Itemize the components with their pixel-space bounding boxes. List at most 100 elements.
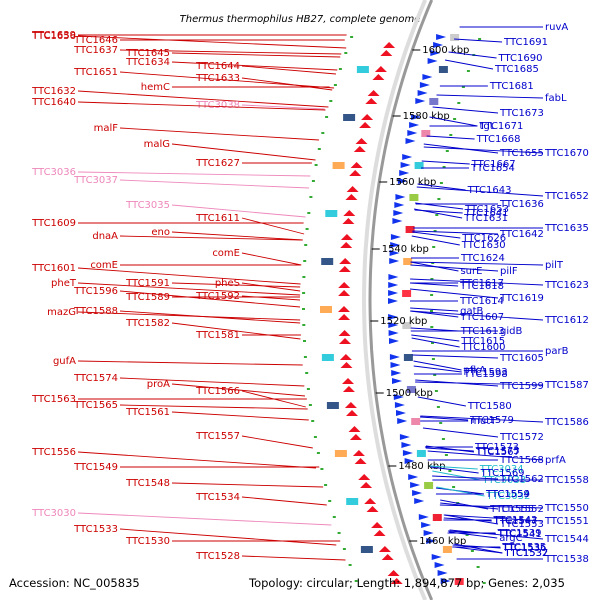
annotation-block <box>429 98 439 105</box>
leader-line-right <box>449 531 498 539</box>
gene-label-right: TTC1605 <box>499 353 544 364</box>
reverse-gene-mark <box>355 138 368 144</box>
gene-label-right: TTC1572 <box>499 432 544 443</box>
reverse-gene-mark <box>338 266 351 272</box>
leader-line-right <box>420 415 544 423</box>
gene-label-left: comE <box>90 260 118 271</box>
leader-line-right <box>422 427 499 438</box>
forward-gene-mark <box>423 530 434 536</box>
forward-gene-mark <box>414 498 425 504</box>
gene-label-right: TTC1541 <box>497 529 542 540</box>
leader-line-left <box>241 435 313 449</box>
tick-dot <box>435 214 439 216</box>
reverse-gene-mark <box>360 482 373 488</box>
tick-dot <box>461 86 465 88</box>
tick-dot <box>431 358 435 360</box>
tick-dot <box>316 452 320 454</box>
forward-gene-mark <box>392 218 403 224</box>
annotation-block <box>406 386 416 393</box>
gene-label-right: argC <box>499 533 522 544</box>
gene-label-right: TTC1599 <box>499 381 544 392</box>
gene-label-left: TTC1556 <box>31 447 76 458</box>
annotation-block <box>334 450 347 457</box>
forward-gene-mark <box>418 514 429 520</box>
leader-line-right <box>412 230 499 235</box>
gene-label-right: TTC1617 <box>459 278 504 289</box>
gene-label-right: TTC1538 <box>544 554 589 565</box>
leader-line-right <box>429 465 478 470</box>
leader-line-left <box>119 235 303 241</box>
gene-label-left: pheT <box>51 278 77 289</box>
leader-line-right <box>411 334 460 342</box>
tick-dot <box>302 276 306 278</box>
gene-label-left: TTC1651 <box>73 67 118 78</box>
gene-label-left: TTC1561 <box>125 407 170 418</box>
gene-label-right: TTC1553 <box>499 519 544 530</box>
forward-gene-mark <box>440 578 451 584</box>
leader-line-right <box>444 59 494 70</box>
forward-gene-mark <box>394 202 405 208</box>
gene-label-left: TTC1549 <box>73 462 118 473</box>
gene-label-right: TTC1587 <box>544 380 589 391</box>
reverse-gene-mark <box>364 498 377 504</box>
tick-dot <box>338 68 342 70</box>
gene-label-left: TTC3035 <box>125 200 170 211</box>
leader-line-right <box>410 261 459 272</box>
leader-line-right <box>417 183 466 191</box>
accession-label: Accession: NC_005835 <box>9 576 140 590</box>
tick-dot <box>449 134 453 136</box>
gene-label-right: TTC1615 <box>460 336 505 347</box>
forward-gene-mark <box>388 330 399 336</box>
tick-dot <box>305 228 309 230</box>
gene-label-right: TTC1691 <box>503 37 548 48</box>
reverse-gene-mark <box>348 426 361 432</box>
forward-gene-mark <box>430 50 441 56</box>
leader-line-right <box>419 416 469 421</box>
gene-label-right: TTC1562 <box>499 474 544 485</box>
gene-label-right: TTC1535 <box>501 542 546 553</box>
gene-label-left: pheS <box>215 278 240 289</box>
gene-label-right: TTC1554 <box>485 489 530 500</box>
forward-gene-mark <box>388 314 399 320</box>
reverse-gene-mark <box>339 258 352 264</box>
gene-label-left: TTC1611 <box>195 213 240 224</box>
gene-label-left: TTC1530 <box>125 536 170 547</box>
reverse-gene-mark <box>340 362 353 368</box>
forward-gene-mark <box>417 90 428 96</box>
tick-dot <box>431 262 435 264</box>
leader-line-right <box>410 327 459 332</box>
leader-line-right <box>409 288 499 299</box>
gene-label-right: surE <box>460 266 482 277</box>
scale-label: 1540 kbp <box>382 244 429 255</box>
tick-dot <box>430 278 434 280</box>
leader-line-left <box>119 179 310 189</box>
forward-gene-mark <box>390 362 401 368</box>
tick-dot <box>442 166 446 168</box>
tick-dot <box>306 388 310 390</box>
leader-line-right <box>454 543 503 554</box>
leader-line-left <box>171 282 301 288</box>
gene-label-left: TTC1581 <box>195 330 240 341</box>
leader-line-right <box>415 381 544 386</box>
tick-dot <box>430 294 434 296</box>
forward-gene-mark <box>394 402 405 408</box>
gene-label-right: TTC1655 <box>499 148 544 159</box>
gene-label-left: hemC <box>141 82 170 93</box>
leader-line-left <box>119 404 308 410</box>
forward-gene-mark <box>389 354 400 360</box>
annotation-block <box>405 226 415 233</box>
forward-gene-mark <box>399 434 410 440</box>
annotation-block <box>424 482 434 489</box>
gene-label-right: TTC1643 <box>467 185 512 196</box>
gene-label-left: eno <box>151 227 170 238</box>
reverse-gene-mark <box>338 330 351 336</box>
tick-dot <box>470 550 474 552</box>
reverse-gene-mark <box>374 66 387 72</box>
reverse-gene-mark <box>378 546 391 552</box>
gene-label-right: fabL <box>545 93 567 104</box>
topology-label: Topology: circular; Length: 1,894,877 bp… <box>249 576 565 590</box>
reverse-gene-mark <box>353 146 366 152</box>
gene-label-left: mazG <box>47 307 76 318</box>
gene-label-right: TTC1671 <box>478 121 523 132</box>
tick-dot <box>344 52 348 54</box>
